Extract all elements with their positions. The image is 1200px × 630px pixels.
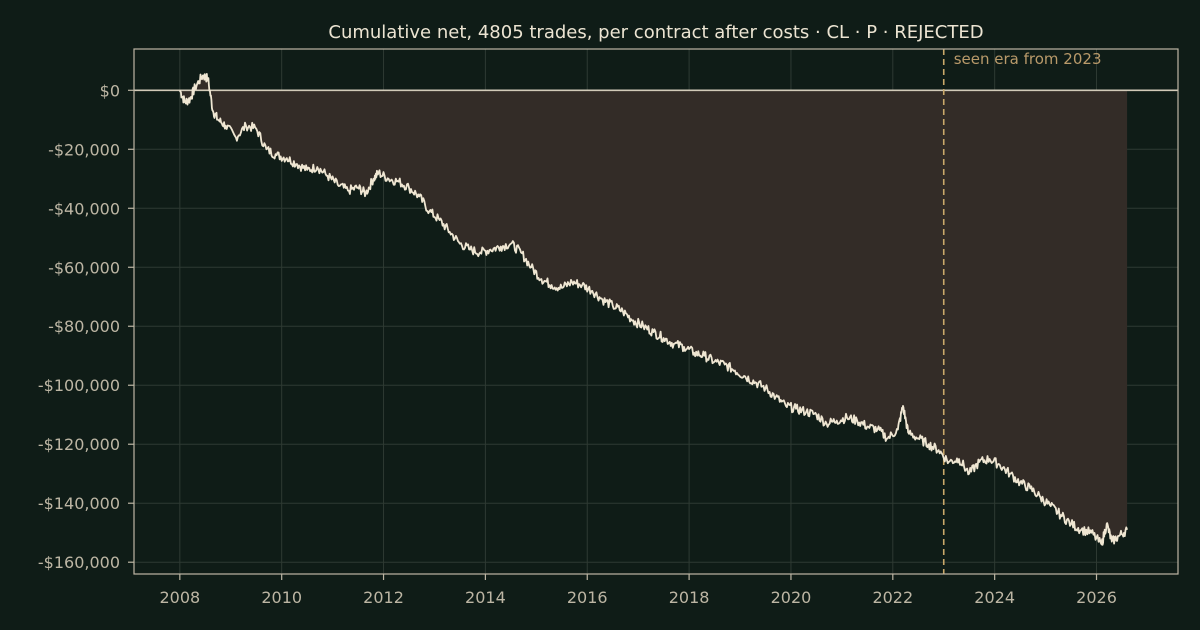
x-tick-label-2022: 2022 [872,588,913,607]
x-tick-label-2020: 2020 [771,588,812,607]
x-tick-label-2012: 2012 [363,588,404,607]
y-tick-label-8: -$160,000 [38,553,120,572]
y-tick-label-2: -$40,000 [48,199,120,218]
y-tick-label-0: $0 [100,81,120,100]
y-tick-label-5: -$100,000 [38,376,120,395]
x-tick-label-2018: 2018 [669,588,710,607]
y-tick-label-1: -$20,000 [48,140,120,159]
drawdown-fill-area [179,73,1128,545]
x-tick-label-2026: 2026 [1076,588,1117,607]
y-tick-label-6: -$120,000 [38,435,120,454]
cumulative-net-line [178,73,1128,546]
x-tick-label-2010: 2010 [261,588,302,607]
x-tick-label-2008: 2008 [159,588,200,607]
x-tick-label-2016: 2016 [567,588,608,607]
y-axis: $0 -$20,000 -$40,000 -$60,000 -$80,000 -$100,… [38,81,134,572]
y-tick-label-7: -$140,000 [38,494,120,513]
y-tick-label-4: -$80,000 [48,317,120,336]
seen-era-label: seen era from 2023 [954,50,1102,68]
plot-area-frame [133,48,1179,575]
x-axis: 2008 2010 2012 2014 2016 2018 2020 2022 2024 2026 [159,574,1117,607]
chart-title: Cumulative net, 4805 trades, per contrac… [328,22,983,43]
x-tick-label-2014: 2014 [465,588,506,607]
x-tick-label-2024: 2024 [974,588,1015,607]
y-tick-label-3: -$60,000 [48,258,120,277]
